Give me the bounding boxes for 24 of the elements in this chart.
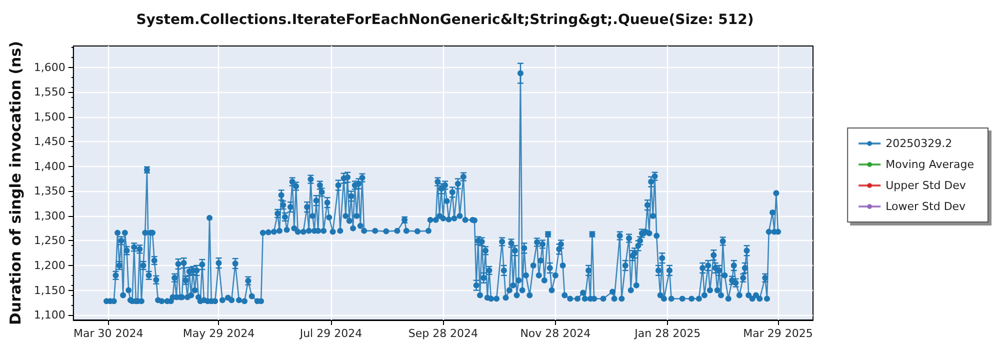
y-axis-title: Duration of single invocation (ns) [6,41,24,325]
x-tick-label: Mar 29 2025 [743,327,813,340]
x-tick-label: Jan 28 2025 [634,327,701,340]
legend-label: Lower Std Dev [886,200,966,213]
legend-label: Moving Average [886,158,974,171]
x-tick-label: May 29 2024 [182,327,255,340]
legend-label: Upper Std Dev [886,179,966,192]
y-tick-label: 1,450 [34,135,66,148]
y-tick-label: 1,300 [34,209,66,222]
y-tick-label: 1,550 [34,86,66,99]
y-tick-label: 1,150 [34,284,66,297]
y-tick-label: 1,400 [34,160,66,173]
y-tick-label: 1,500 [34,110,66,124]
y-tick-label: 1,250 [34,234,66,248]
x-tick-label: Sep 28 2024 [408,327,478,340]
y-tick-label: 1,350 [34,184,66,198]
x-tick-label: Nov 28 2024 [520,327,591,340]
x-tick-label: Jul 29 2024 [298,327,362,340]
legend-label: 20250329.2 [886,137,952,150]
y-tick-label: 1,200 [34,258,66,272]
y-tick-label: 1,600 [34,60,66,74]
x-tick-label: Mar 30 2024 [73,327,144,340]
chart-title: System.Collections.IterateForEachNonGeneric&lt;String&gt;.Queue(Size: 512) [136,12,754,28]
y-tick-label: 1,100 [34,308,66,322]
